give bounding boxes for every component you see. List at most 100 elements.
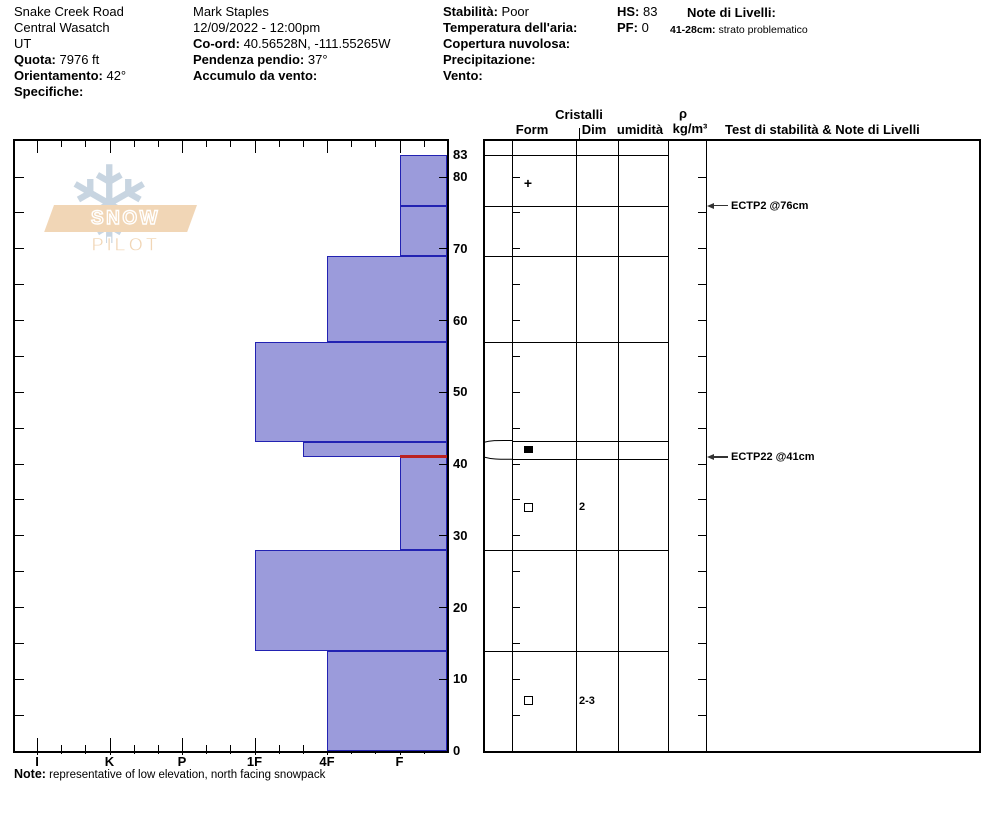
pit-location-block: Snake Creek Road Central Wasatch UT Quot… (14, 4, 126, 100)
layer-note-entry: 41-28cm: strato problematico (670, 24, 808, 36)
table-header-density-symbol: ρ (678, 106, 688, 121)
hardness-tick-bottom (278, 744, 280, 754)
table-layer-line (483, 205, 668, 207)
depth-minor-tick (15, 391, 24, 393)
table-depth-tick (512, 714, 520, 716)
precip-row: Precipitazione: (443, 52, 577, 68)
depth-tick (439, 678, 447, 680)
site-name: Snake Creek Road (14, 4, 124, 19)
hardness-label: 1F (246, 754, 263, 769)
table-depth-tick (512, 463, 520, 465)
left-arrow-icon (707, 453, 714, 460)
hardness-tick-top (278, 141, 280, 147)
table-layer-line (483, 255, 668, 257)
footer-note: Note: representative of low elevation, n… (14, 767, 325, 781)
sky-label: Copertura nuvolosa: (443, 36, 571, 51)
observation-datetime: 12/09/2022 - 12:00pm (193, 20, 321, 35)
table-layer-line (483, 342, 668, 344)
table-depth-tick (698, 678, 706, 680)
layer-note-text: strato problematico (718, 24, 808, 36)
site-region: Central Wasatch (14, 20, 110, 35)
snow-layer-bar (302, 442, 447, 457)
grain-form-symbol: + (523, 175, 533, 192)
snowpilot-logo: SNOW PILOT (44, 205, 197, 257)
table-depth-tick (698, 355, 706, 357)
sky-row: Copertura nuvolosa: (443, 36, 577, 52)
hardness-tick-top (327, 141, 328, 153)
hardness-tick-bottom (206, 744, 208, 754)
footer-note-text: representative of low elevation, north f… (49, 769, 326, 781)
depth-tick (439, 176, 447, 178)
table-depth-tick (512, 391, 520, 393)
table-depth-tick (698, 714, 706, 716)
depth-label: 40 (453, 456, 468, 471)
table-header-tests: Test di stabilità & Note di Livelli (725, 122, 920, 137)
hardness-tick-top (302, 141, 304, 147)
wind-row: Vento: (443, 68, 577, 84)
depth-minor-tick (15, 499, 24, 501)
stability-test-label: ECTP2 @76cm (731, 199, 809, 212)
wind-loading-row: Accumulo da vento: (193, 68, 391, 84)
conditions-block: Stabilità: Poor Temperatura dell'aria: C… (443, 4, 577, 84)
depth-minor-tick (15, 176, 24, 178)
table-grid-line (668, 139, 669, 753)
table-depth-tick (698, 463, 706, 465)
arrow-shaft (714, 204, 728, 207)
stability-row: Stabilità: Poor (443, 4, 577, 20)
table-layer-line (483, 550, 668, 552)
table-grid-line (483, 751, 980, 753)
table-depth-tick (698, 571, 706, 573)
hardness-label: I (35, 754, 39, 769)
wind-loading-label: Accumulo da vento: (193, 68, 318, 83)
table-depth-tick (698, 212, 706, 214)
elevation-row: Quota: 7976 ft (14, 52, 126, 68)
aspect-value: 42° (106, 68, 127, 83)
hs-row: HS: 83 (617, 4, 657, 20)
layer-note-range: 41-28cm: (670, 24, 716, 36)
depth-minor-tick (15, 320, 24, 321)
depth-tick (439, 463, 447, 465)
hs-label: HS: (617, 4, 640, 19)
table-depth-tick (512, 427, 520, 429)
pf-label: PF: (617, 20, 638, 35)
table-depth-tick (512, 642, 520, 644)
coord-label: Co-ord: (193, 36, 240, 51)
table-depth-tick (698, 499, 706, 501)
table-depth-tick (698, 391, 706, 393)
table-layer-line-expanded (512, 459, 668, 461)
grain-size-label: 2-3 (579, 694, 595, 707)
table-depth-tick (698, 248, 706, 250)
hardness-label: K (104, 754, 115, 769)
air-temp-row: Temperatura dell'aria: (443, 20, 577, 36)
depth-minor-tick (15, 355, 24, 357)
table-depth-tick (512, 499, 520, 501)
hardness-tick-top (375, 141, 377, 147)
elevation-value: 7976 ft (59, 52, 100, 67)
table-depth-tick (698, 176, 706, 178)
hardness-tick-top (182, 141, 183, 153)
hardness-label: F (395, 754, 404, 769)
table-layer-line (483, 155, 668, 157)
depth-label: 10 (453, 671, 468, 687)
depth-tick (439, 248, 447, 250)
pf-value: 0 (641, 20, 649, 35)
hardness-tick-bottom (230, 744, 232, 754)
stability-value: Poor (501, 4, 529, 19)
hardness-tick-top (399, 141, 401, 153)
table-header-humidity: umidità (616, 122, 664, 137)
depth-minor-tick (15, 642, 24, 644)
stability-label: Stabilità: (443, 4, 498, 19)
depth-label: 80 (453, 169, 468, 184)
depth-minor-tick (15, 248, 24, 250)
table-depth-tick (698, 535, 706, 537)
table-grid-line (483, 139, 980, 141)
slope-row: Pendenza pendio: 37° (193, 52, 391, 68)
depth-label: 20 (453, 599, 468, 615)
depth-minor-tick (15, 678, 24, 680)
stability-test-annotation: ECTP2 @76cm (707, 200, 808, 212)
grain-size-label: 2 (579, 501, 586, 514)
wind-label: Vento: (443, 68, 483, 83)
site-state: UT (14, 36, 32, 51)
depth-tick (439, 320, 447, 321)
aspect-label: Orientamento: (14, 68, 103, 83)
